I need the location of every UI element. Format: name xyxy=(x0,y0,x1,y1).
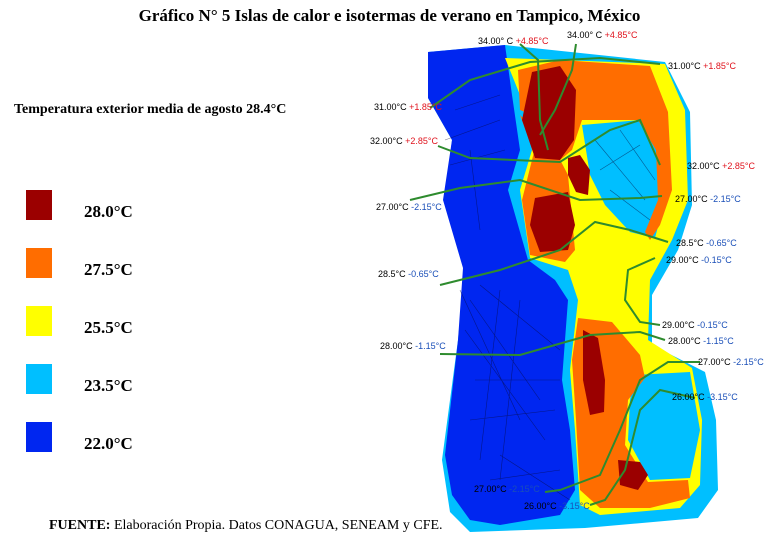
iso-temp: 26.00°C xyxy=(672,392,707,402)
iso-temp: 34.00° C xyxy=(478,36,516,46)
iso-label-7: 27.00°C -2.15°C xyxy=(376,202,442,212)
isotherm-line-10 xyxy=(589,388,696,506)
zone-blue-west xyxy=(428,45,575,525)
iso-label-11: 29.00°C -0.15°C xyxy=(666,255,732,265)
iso-delta: +1.85°C xyxy=(409,102,442,112)
iso-label-6: 32.00°C +2.85°C xyxy=(687,161,755,171)
iso-delta: +2.85°C xyxy=(405,136,438,146)
isotherm-line-7 xyxy=(623,257,661,326)
iso-label-16: 26.00°C -3.15°C xyxy=(672,392,738,402)
source-text: Elaboración Propia. Datos CONAGUA, SENEA… xyxy=(110,518,443,533)
iso-delta: -2.15°C xyxy=(411,202,442,212)
source-prefix: FUENTE: xyxy=(49,518,111,533)
iso-temp: 28.00°C xyxy=(668,336,703,346)
iso-temp: 29.00°C xyxy=(662,320,697,330)
iso-label-5: 32.00°C +2.85°C xyxy=(370,136,438,146)
source-note: FUENTE: Elaboración Propia. Datos CONAGU… xyxy=(49,518,443,534)
subtitle: Temperatura exterior media de agosto 28.… xyxy=(14,102,287,117)
isotherm-line-6 xyxy=(439,220,669,286)
iso-delta: -0.15°C xyxy=(701,255,732,265)
iso-delta: +4.85°C xyxy=(605,30,638,40)
page-title: Gráfico N° 5 Islas de calor e isotermas … xyxy=(138,6,641,25)
legend-swatch-1 xyxy=(26,190,52,220)
iso-delta: -0.15°C xyxy=(697,320,728,330)
iso-delta: +2.85°C xyxy=(722,161,755,171)
iso-label-9: 28.5°C -0.65°C xyxy=(378,269,439,279)
iso-temp: 32.00°C xyxy=(370,136,405,146)
iso-temp: 31.00°C xyxy=(374,102,409,112)
iso-temp: 31.00°C xyxy=(668,61,703,71)
iso-label-13: 28.00°C -1.15°C xyxy=(380,341,446,351)
iso-temp: 29.00°C xyxy=(666,255,701,265)
iso-delta: -1.15°C xyxy=(703,336,734,346)
zone-red-1 xyxy=(522,66,576,160)
iso-delta: -3.15°C xyxy=(559,501,590,511)
isotherm-line-9 xyxy=(544,361,700,493)
legend-label-2: 27.5°C xyxy=(84,260,133,279)
iso-temp: 28.5°C xyxy=(676,238,706,248)
iso-label-3: 31.00°C +1.85°C xyxy=(668,61,736,71)
iso-delta: +1.85°C xyxy=(703,61,736,71)
isotherm-line-4 xyxy=(437,118,661,166)
iso-label-14: 28.00°C -1.15°C xyxy=(668,336,734,346)
isotherm-line-3 xyxy=(429,56,661,109)
iso-label-17: 27.00°C -2.15°C xyxy=(474,484,540,494)
zone-cyan-south xyxy=(628,372,700,480)
zone-red-3 xyxy=(530,192,575,252)
iso-temp: 32.00°C xyxy=(687,161,722,171)
legend-swatch-3 xyxy=(26,306,52,336)
iso-delta: -1.15°C xyxy=(415,341,446,351)
isotherm-line-8 xyxy=(439,330,666,357)
legend-label-5: 22.0°C xyxy=(84,434,133,453)
isotherm-line-2 xyxy=(539,43,577,136)
iso-delta: -0.65°C xyxy=(706,238,737,248)
isotherm-line-1 xyxy=(519,43,549,151)
iso-delta: -3.15°C xyxy=(707,392,738,402)
iso-temp: 27.00°C xyxy=(376,202,411,212)
iso-temp: 28.00°C xyxy=(380,341,415,351)
legend-label-1: 28.0°C xyxy=(84,202,133,221)
isotherm-lines xyxy=(409,43,700,506)
legend-swatch-5 xyxy=(26,422,52,452)
iso-label-1: 34.00° C +4.85°C xyxy=(478,36,549,46)
iso-temp: 27.00°C xyxy=(675,194,710,204)
iso-delta: -2.15°C xyxy=(509,484,540,494)
iso-label-18: 26.00°C -3.15°C xyxy=(524,501,590,511)
iso-label-8: 27.00°C -2.15°C xyxy=(675,194,741,204)
legend-label-3: 25.5°C xyxy=(84,318,133,337)
iso-temp: 26.00°C xyxy=(524,501,559,511)
iso-delta: -0.65°C xyxy=(408,269,439,279)
iso-delta: -2.15°C xyxy=(733,357,764,367)
legend-swatch-4 xyxy=(26,364,52,394)
isotherm-line-5 xyxy=(409,178,663,202)
legend-label-4: 23.5°C xyxy=(84,376,133,395)
iso-temp: 34.00° C xyxy=(567,30,605,40)
iso-label-12: 29.00°C -0.15°C xyxy=(662,320,728,330)
iso-label-15: 27.00°C -2.15°C xyxy=(698,357,764,367)
iso-temp: 27.00°C xyxy=(698,357,733,367)
iso-delta: -2.15°C xyxy=(710,194,741,204)
iso-label-10: 28.5°C -0.65°C xyxy=(676,238,737,248)
iso-label-4: 31.00°C +1.85°C xyxy=(374,102,442,112)
iso-delta: +4.85°C xyxy=(516,36,549,46)
iso-temp: 27.00°C xyxy=(474,484,509,494)
zone-red-4 xyxy=(583,330,605,415)
iso-label-2: 34.00° C +4.85°C xyxy=(567,30,638,40)
legend-swatch-2 xyxy=(26,248,52,278)
zone-red-2 xyxy=(568,155,590,195)
isotherm-labels: 34.00° C +4.85°C 34.00° C +4.85°C 31.00°… xyxy=(370,30,764,511)
iso-temp: 28.5°C xyxy=(378,269,408,279)
